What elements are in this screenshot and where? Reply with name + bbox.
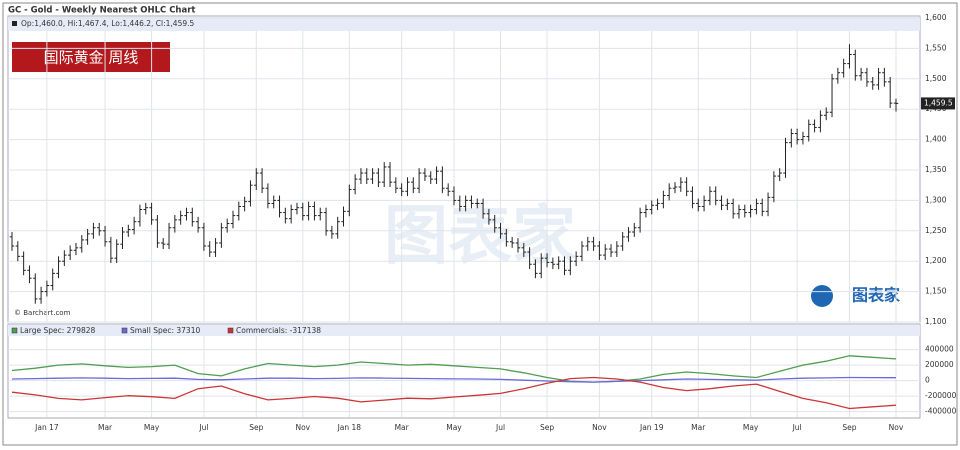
cot-panel <box>7 323 921 419</box>
y-tick-label: 200000 <box>925 360 954 369</box>
source: © Barchart.com <box>14 309 71 317</box>
cot-legend-bar <box>8 325 920 336</box>
chart-title: GC - Gold - Weekly Nearest OHLC Chart <box>8 6 195 16</box>
y-tick-label: 1,100 <box>925 317 947 326</box>
y-tick-label: 1,300 <box>925 195 947 204</box>
legend-label: Small Spec: 37310 <box>130 326 200 335</box>
x-tick-label: Jan 19 <box>639 423 664 432</box>
x-tick-label: Sep <box>842 423 856 432</box>
cot-line <box>11 376 897 383</box>
logo-text: 图表家 <box>852 286 901 305</box>
x-tick-label: Nov <box>295 423 310 432</box>
x-tick-label: Sep <box>540 423 554 432</box>
x-tick-label: May <box>743 423 759 432</box>
last-price-label: 1,459.5 <box>924 98 953 107</box>
y-tick-label: 1,350 <box>925 165 947 174</box>
x-tick-label: Mar <box>98 423 113 432</box>
y-tick-label: 1,550 <box>925 43 947 52</box>
y-tick-label: 1,400 <box>925 135 947 144</box>
legend-swatch <box>227 327 234 334</box>
badge-box <box>12 42 170 72</box>
x-tick-label: Sep <box>249 423 263 432</box>
y-tick-label: 1,200 <box>925 256 947 265</box>
x-tick-label: Jul <box>495 423 505 432</box>
cot-line <box>11 355 897 383</box>
cot-line <box>11 376 897 410</box>
y-tick-label: 1,600 <box>925 13 947 22</box>
legend-label: Commercials: -317138 <box>236 326 321 335</box>
last-price-box <box>921 97 955 110</box>
y-tick-label: 1,500 <box>925 74 947 83</box>
legend-swatch <box>121 327 128 334</box>
y-tick-label: -400000 <box>925 407 957 416</box>
legend-swatch <box>11 327 18 334</box>
x-tick-label: Nov <box>592 423 607 432</box>
x-tick-label: May <box>144 423 160 432</box>
x-tick-label: May <box>446 423 462 432</box>
legend-swatch <box>12 21 17 26</box>
y-tick-label: 1,250 <box>925 226 947 235</box>
x-tick-label: Nov <box>889 423 904 432</box>
x-tick-label: Jan 17 <box>34 423 59 432</box>
ohlc-legend: Op:1,460.0, Hi:1,467.4, Lo:1,446.2, Cl:1… <box>21 19 194 28</box>
y-tick-label: 400000 <box>925 345 954 354</box>
legend-label: Large Spec: 279828 <box>20 326 96 335</box>
y-tick-label: 1,150 <box>925 287 947 296</box>
x-tick-label: Jul <box>792 423 802 432</box>
x-tick-label: Jan 18 <box>337 423 362 432</box>
y-tick-label: 0 <box>925 376 930 385</box>
logo-icon <box>811 285 833 307</box>
legend-bar <box>8 17 920 31</box>
badge: 国际黄金 周线 <box>44 49 139 67</box>
x-tick-label: Mar <box>395 423 410 432</box>
y-tick-label: -200000 <box>925 391 957 400</box>
x-tick-label: Mar <box>691 423 706 432</box>
x-tick-label: Jul <box>198 423 208 432</box>
